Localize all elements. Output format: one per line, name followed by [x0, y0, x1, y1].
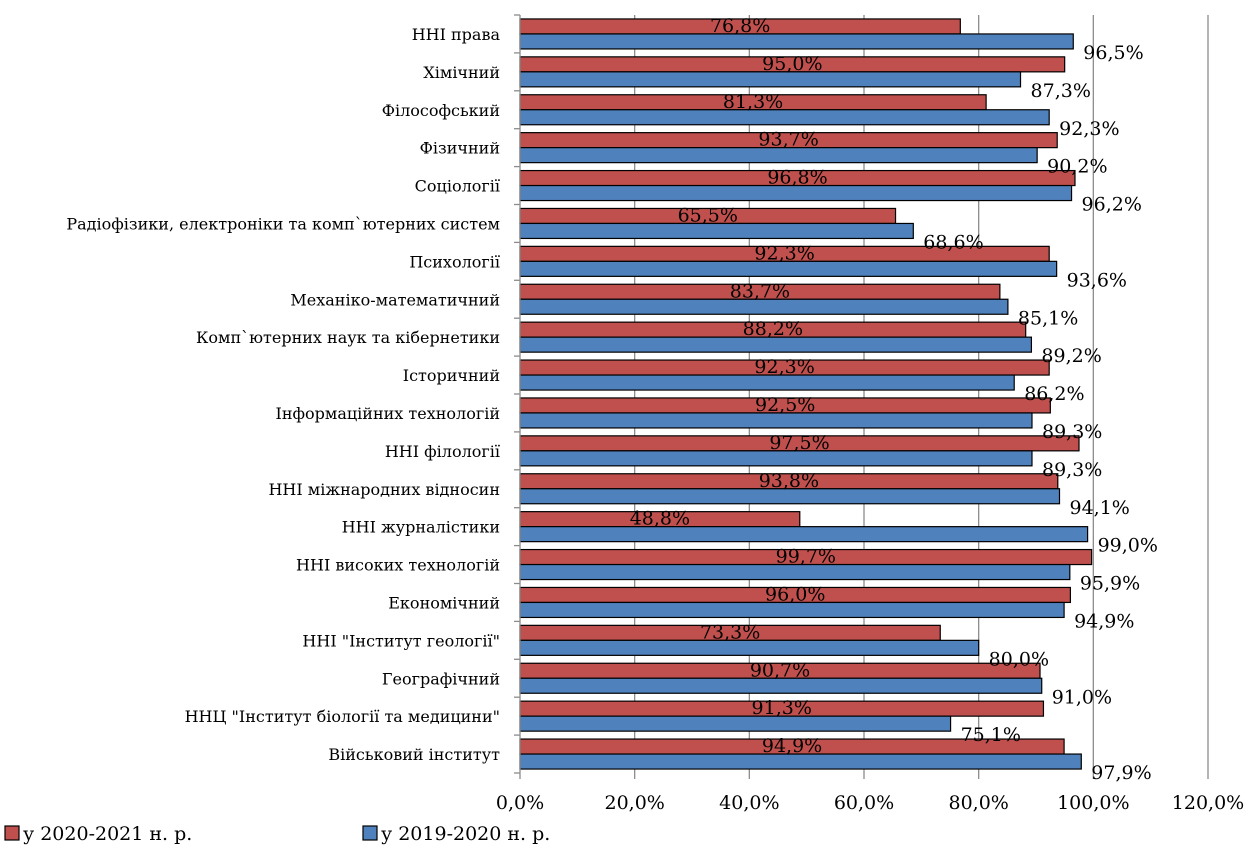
value-label-2019-2020: 87,3% [1031, 80, 1091, 102]
value-label-2020-2021: 97,5% [769, 432, 829, 454]
category-label: Механіко-математичний [290, 290, 500, 309]
value-label-2020-2021: 96,0% [765, 583, 825, 605]
category-label: Військовий інститут [328, 745, 500, 764]
x-tick-label: 60,0% [834, 792, 894, 814]
grid-lines [634, 15, 1209, 773]
value-label-2019-2020: 96,2% [1082, 194, 1142, 216]
value-label-2019-2020: 75,1% [961, 724, 1021, 746]
value-label-2020-2021: 81,3% [723, 91, 783, 113]
category-label: ННЦ "Інститут біології та медицини" [185, 707, 500, 726]
value-label-2019-2020: 90,2% [1047, 156, 1107, 178]
category-label: ННІ високих технологій [296, 556, 500, 575]
value-label-2019-2020: 80,0% [989, 648, 1049, 670]
value-label-2020-2021: 48,8% [630, 508, 690, 530]
value-label-2020-2021: 83,7% [730, 280, 790, 302]
value-label-2020-2021: 92,3% [754, 356, 814, 378]
category-label: Фізичний [420, 139, 500, 158]
x-tick-label: 40,0% [719, 792, 779, 814]
axes [514, 14, 1209, 779]
value-label-2020-2021: 92,5% [755, 394, 815, 416]
value-label-2020-2021: 96,8% [767, 167, 827, 189]
x-tick-label: 80,0% [948, 792, 1008, 814]
legend-label: у 2019-2020 н. р. [381, 823, 550, 845]
legend-swatch [362, 825, 378, 841]
value-label-2019-2020: 89,3% [1042, 459, 1102, 481]
value-label-2019-2020: 68,6% [923, 231, 983, 253]
value-label-2020-2021: 95,0% [762, 53, 822, 75]
value-label-2019-2020: 92,3% [1059, 118, 1119, 140]
value-label-2019-2020: 91,0% [1052, 686, 1112, 708]
category-label: Історичний [403, 366, 500, 385]
bar-2019-2020 [519, 109, 1050, 126]
value-label-2019-2020: 93,6% [1067, 269, 1127, 291]
x-tick-label: 0,0% [496, 792, 544, 814]
value-label-2020-2021: 91,3% [752, 697, 812, 719]
value-labels: 76,8% 96,5% 95,0% 87,3% 81,3% 92,3% 93,7% 90,2%… [630, 15, 1158, 784]
category-label: Комп`ютерних наук та кібернетики [196, 328, 500, 347]
x-tick-labels: 0,0% 20,0% 40,0% 60,0% 80,0% 100,0% 120,0% [496, 792, 1244, 814]
category-label: Хімічний [423, 63, 500, 82]
legend-swatch [4, 825, 20, 841]
value-label-2020-2021: 92,3% [754, 242, 814, 264]
category-labels: ННІ права Хімічний Філософський Фізичний Соц… [66, 25, 500, 764]
value-label-2019-2020: 96,5% [1083, 42, 1143, 64]
value-label-2020-2021: 93,8% [759, 470, 819, 492]
bar-2019-2020 [519, 715, 952, 732]
value-label-2020-2021: 76,8% [710, 15, 770, 37]
value-label-2020-2021: 93,7% [758, 129, 818, 151]
category-label: Економічний [388, 593, 500, 612]
x-tick-label: 100,0% [1057, 792, 1129, 814]
category-label: ННІ журналістики [342, 518, 500, 537]
category-label: Радіофізики, електроніки та комп`ютерних… [66, 214, 500, 233]
value-label-2020-2021: 73,3% [700, 621, 760, 643]
category-label: Інформаційних технологій [276, 404, 500, 423]
category-label: Географічний [382, 669, 500, 688]
category-label: ННІ філології [385, 442, 500, 461]
value-label-2019-2020: 89,3% [1042, 421, 1102, 443]
category-label: ННІ міжнародних відносин [268, 480, 500, 499]
value-label-2019-2020: 89,2% [1041, 345, 1101, 367]
value-label-2019-2020: 99,0% [1098, 535, 1158, 557]
value-label-2019-2020: 94,9% [1074, 610, 1134, 632]
value-label-2020-2021: 65,5% [678, 204, 738, 226]
category-label: Психології [409, 252, 500, 271]
value-label-2020-2021: 88,2% [743, 318, 803, 340]
x-tick-label: 20,0% [604, 792, 664, 814]
legend: у 2020-2021 н. р. у 2019-2020 н. р. [4, 823, 550, 845]
value-label-2019-2020: 95,9% [1080, 573, 1140, 595]
value-label-2020-2021: 99,7% [776, 546, 836, 568]
value-label-2019-2020: 86,2% [1024, 383, 1084, 405]
category-label: Соціології [415, 177, 500, 196]
category-label: ННІ права [412, 25, 501, 44]
value-label-2019-2020: 85,1% [1018, 307, 1078, 329]
legend-label: у 2020-2021 н. р. [23, 823, 192, 845]
value-label-2019-2020: 94,1% [1070, 497, 1130, 519]
category-label: Філософський [382, 101, 500, 120]
x-tick-label: 120,0% [1172, 792, 1244, 814]
category-label: ННІ "Інститут геології" [302, 631, 500, 650]
value-label-2019-2020: 97,9% [1091, 762, 1151, 784]
bar-2019-2020 [519, 33, 1074, 50]
bar-2019-2020 [519, 526, 1089, 543]
value-label-2020-2021: 94,9% [762, 735, 822, 757]
value-label-2020-2021: 90,7% [750, 659, 810, 681]
